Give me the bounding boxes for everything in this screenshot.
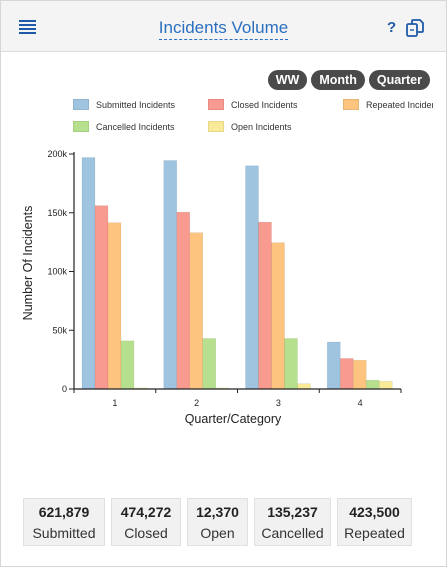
legend-label: Open Incidents <box>231 121 292 132</box>
stat-value: 621,879 <box>38 504 90 520</box>
bar-repeated-incidents-4 <box>352 359 367 390</box>
bar-repeated-incidents-3 <box>271 242 285 390</box>
stat-value: 135,237 <box>267 504 318 520</box>
x-tick-label: 2 <box>194 398 199 408</box>
bar-cancelled-incidents-1 <box>120 340 135 390</box>
bar-repeated-incidents-2 <box>189 232 204 390</box>
axes-group: 1 2 3 4 0 50k 100k 150k 200k <box>47 149 402 408</box>
legend-label: Repeated Incidents <box>366 99 433 110</box>
stat-label: Cancelled <box>261 525 324 541</box>
y-tick-label: 200k <box>47 149 67 159</box>
y-tick-label: 50k <box>52 325 67 335</box>
bar-cancelled-incidents-2 <box>202 338 217 390</box>
y-axis-title: Number Of Incidents <box>21 206 35 321</box>
quarter-button[interactable]: Quarter <box>368 70 430 90</box>
stat-value: 423,500 <box>349 504 400 520</box>
bar-closed-incidents-2 <box>176 211 191 390</box>
bar-closed-incidents-1 <box>94 205 109 390</box>
legend-swatch <box>208 99 224 110</box>
incidents-bar-chart: 1 2 3 4 0 50k 100k 150k 200k Quarter/Category Nu… <box>21 149 402 426</box>
stat-value: 12,370 <box>196 504 239 520</box>
legend-swatch <box>343 99 359 110</box>
bars-group <box>81 157 393 390</box>
view-toggle-group: WW Month Quarter <box>267 70 430 90</box>
legend-item-closed[interactable]: Closed Incidents <box>208 99 298 110</box>
stat-submitted: 621,879 Submitted <box>23 498 105 546</box>
summary-stats: 621,879 Submitted 474,272 Closed 12,370 … <box>23 498 412 546</box>
bar-closed-incidents-4 <box>339 358 354 390</box>
card-header: Incidents Volume ? <box>1 1 446 52</box>
bar-cancelled-incidents-4 <box>365 379 380 390</box>
bar-open-incidents-4 <box>378 381 393 390</box>
bar-repeated-incidents-1 <box>107 222 122 390</box>
chart-legend: Submitted Incidents Closed Incidents Rep… <box>73 97 433 137</box>
copy-icon[interactable] <box>405 18 425 38</box>
legend-swatch <box>208 121 224 132</box>
legend-swatch <box>73 99 89 110</box>
bar-submitted-incidents-2 <box>163 160 178 390</box>
stat-closed: 474,272 Closed <box>111 498 181 546</box>
y-tick-label: 0 <box>62 384 67 394</box>
stat-open: 12,370 Open <box>187 498 248 546</box>
bar-submitted-incidents-3 <box>245 165 259 390</box>
stat-repeated: 423,500 Repeated <box>337 498 412 546</box>
legend-item-repeated[interactable]: Repeated Incidents <box>343 99 433 110</box>
stat-label: Repeated <box>344 525 405 541</box>
stat-label: Closed <box>124 525 168 541</box>
bar-closed-incidents-3 <box>258 221 272 390</box>
stat-label: Open <box>200 525 235 541</box>
x-tick-label: 3 <box>276 398 281 408</box>
bar-submitted-incidents-4 <box>326 341 341 390</box>
legend-label: Submitted Incidents <box>96 99 176 110</box>
legend-item-submitted[interactable]: Submitted Incidents <box>73 99 175 110</box>
bar-cancelled-incidents-3 <box>284 338 298 390</box>
stat-value: 474,272 <box>120 504 172 520</box>
legend-item-cancelled[interactable]: Cancelled Incidents <box>73 121 175 132</box>
month-button[interactable]: Month <box>311 70 365 90</box>
hamburger-menu-icon[interactable] <box>19 20 36 34</box>
legend-item-open[interactable]: Open Incidents <box>208 121 292 132</box>
bar-submitted-incidents-1 <box>81 157 96 390</box>
card-title[interactable]: Incidents Volume <box>1 18 446 40</box>
help-icon[interactable]: ? <box>387 19 397 36</box>
stat-cancelled: 135,237 Cancelled <box>254 498 331 546</box>
ww-button[interactable]: WW <box>267 70 308 90</box>
y-tick-label: 150k <box>47 208 67 218</box>
x-tick-label: 1 <box>112 398 117 408</box>
stat-label: Submitted <box>32 525 96 541</box>
x-axis-title: Quarter/Category <box>185 412 282 426</box>
legend-label: Closed Incidents <box>231 99 298 110</box>
x-tick-label: 4 <box>358 398 363 408</box>
legend-swatch <box>73 121 89 132</box>
legend-label: Cancelled Incidents <box>96 121 175 132</box>
bar-open-incidents-3 <box>297 383 311 390</box>
y-tick-label: 100k <box>47 267 67 277</box>
